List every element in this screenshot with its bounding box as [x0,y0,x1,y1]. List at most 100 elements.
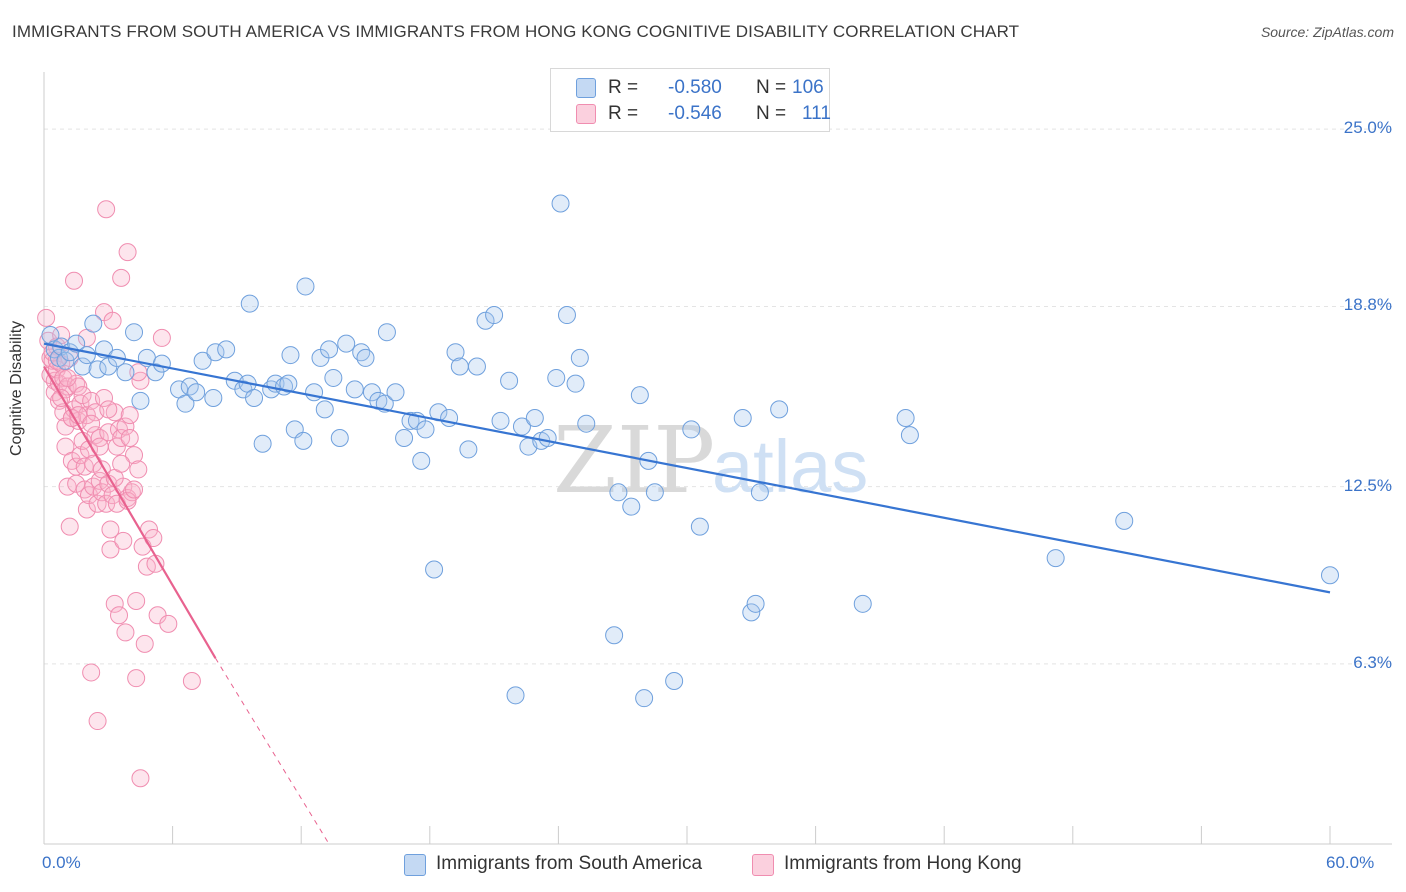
data-point [635,689,654,708]
data-point [491,411,510,430]
data-point [1115,511,1134,530]
y-tick-label: 18.8% [1343,295,1392,315]
data-point [337,334,356,353]
data-point [566,374,585,393]
data-point [356,348,375,367]
data-point [733,408,752,427]
chart-title: IMMIGRANTS FROM SOUTH AMERICA VS IMMIGRA… [12,22,1020,41]
data-point [412,451,431,470]
data-point [682,420,701,439]
y-tick-label: 6.3% [1353,652,1392,672]
data-point [88,712,107,731]
data-point [746,594,765,613]
blue-swatch [576,78,596,98]
data-point [65,271,84,290]
watermark-zip: ZIP [553,407,715,514]
data-point [125,323,144,342]
data-point [73,357,92,376]
data-point [152,354,171,373]
data-point [159,614,178,633]
data-point [577,414,596,433]
x-tick-min: 0.0% [42,853,81,872]
data-point [37,308,56,327]
data-point [296,277,315,296]
data-point [476,311,495,330]
data-point [305,383,324,402]
data-point [395,428,414,447]
data-point [187,383,206,402]
data-point [506,686,525,705]
data-point [253,434,272,453]
data-point [281,346,300,365]
data-point [182,672,201,691]
legend-label: Immigrants from South America [436,853,703,874]
data-point [131,391,150,410]
data-point [609,483,628,502]
data-point [900,426,919,445]
data-point [330,428,349,447]
data-point [120,428,139,447]
data-point [112,268,131,287]
trend-line-hong-kong [43,365,217,659]
data-point [345,380,364,399]
data-point [538,428,557,447]
data-point [853,594,872,613]
data-point [377,323,396,342]
data-point [110,606,129,625]
data-point [279,374,298,393]
data-point [56,351,75,370]
data-point [114,531,133,550]
data-point [77,346,96,365]
data-point [131,769,150,788]
data-point [67,334,86,353]
trend-line-south-america [43,342,1331,594]
data-point [204,388,223,407]
r-label: R = [608,77,639,98]
pink-swatch [576,104,596,124]
trend-lines [43,342,1331,845]
data-point [315,400,334,419]
data-point [294,431,313,450]
data-point [101,540,120,559]
n-value: 111 [802,103,831,124]
data-point [101,520,120,539]
data-point [118,243,137,262]
data-point [82,663,101,682]
data-point [450,357,469,376]
data-point [240,294,259,313]
data-point [386,383,405,402]
data-point [67,474,86,493]
data-point [88,360,107,379]
data-point [1321,566,1339,585]
data-point [425,560,444,579]
data-point [645,483,664,502]
source-label: Source: ZipAtlas.com [1260,24,1394,40]
data-point [665,672,684,691]
data-point [622,497,641,516]
data-point [152,328,171,347]
data-point [125,480,144,499]
y-tick-label: 25.0% [1343,118,1392,138]
data-point [401,411,420,430]
data-point [690,517,709,536]
data-point [525,408,544,427]
data-point [116,363,135,382]
x-tick-max: 60.0% [1326,853,1375,872]
data-point [500,371,519,390]
data-point [206,343,225,362]
watermark-atlas: atlas [712,425,868,508]
data-point [750,483,769,502]
blue-swatch [404,854,426,876]
data-point [193,351,212,370]
data-point [116,623,135,642]
data-point [82,414,101,433]
data-point [120,406,139,425]
stats-legend: R = -0.580 N = 106 R = -0.546 N = 111 [550,68,831,132]
data-point [245,388,264,407]
data-point [99,400,118,419]
data-point [127,591,146,610]
data-point [770,400,789,419]
n-label: N = [756,103,787,124]
data-point [77,500,96,519]
